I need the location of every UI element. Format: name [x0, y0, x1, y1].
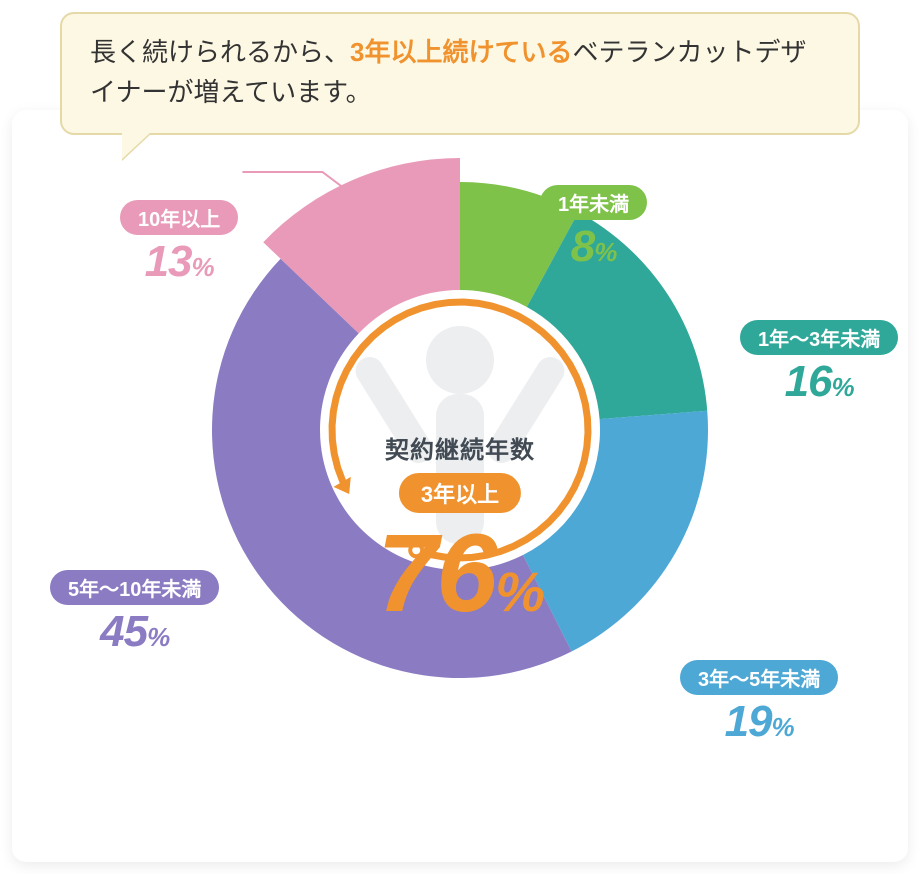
callout-bubble: 長く続けられるから、3年以上続けているベテランカットデザイナーが増えています。	[60, 12, 860, 135]
slice-label-pill: 3年〜5年未満	[680, 660, 838, 695]
percent-unit: %	[832, 372, 854, 402]
percent-unit: %	[594, 237, 616, 267]
slice-label-pill: 1年未満	[540, 185, 647, 220]
slice-label-value: 19%	[680, 697, 838, 747]
slice-label-value: 13%	[120, 237, 238, 287]
slice-label-pill: 5年〜10年未満	[50, 570, 219, 605]
slice-label-pill: 10年以上	[120, 200, 238, 235]
percent-unit: %	[147, 622, 169, 652]
percent-unit: %	[192, 252, 214, 282]
callout-tail-icon	[122, 131, 152, 159]
slice-label-value: 45%	[50, 607, 219, 657]
center-line1: 契約継続年数	[377, 430, 543, 465]
center-pill: 3年以上	[399, 473, 521, 513]
slice-label-value: 8%	[540, 222, 647, 272]
center-value: 76%	[377, 519, 543, 629]
slice-label-1to3: 1年〜3年未満16%	[740, 320, 898, 407]
center-value-num: 76	[377, 512, 495, 635]
center-value-unit: %	[495, 560, 543, 623]
slice-label-5to10: 5年〜10年未満45%	[50, 570, 219, 657]
slice-label-value: 16%	[740, 357, 898, 407]
slice-label-pill: 1年〜3年未満	[740, 320, 898, 355]
callout-text-highlight: 3年以上続けている	[350, 37, 572, 67]
percent-unit: %	[772, 712, 794, 742]
slice-label-gte10: 10年以上13%	[120, 200, 238, 287]
donut-center-label: 契約継続年数 3年以上 76%	[377, 430, 543, 629]
callout-text-pre: 長く続けられるから、	[90, 37, 350, 67]
slice-label-lt1: 1年未満8%	[540, 185, 647, 272]
slice-label-3to5: 3年〜5年未満19%	[680, 660, 838, 747]
